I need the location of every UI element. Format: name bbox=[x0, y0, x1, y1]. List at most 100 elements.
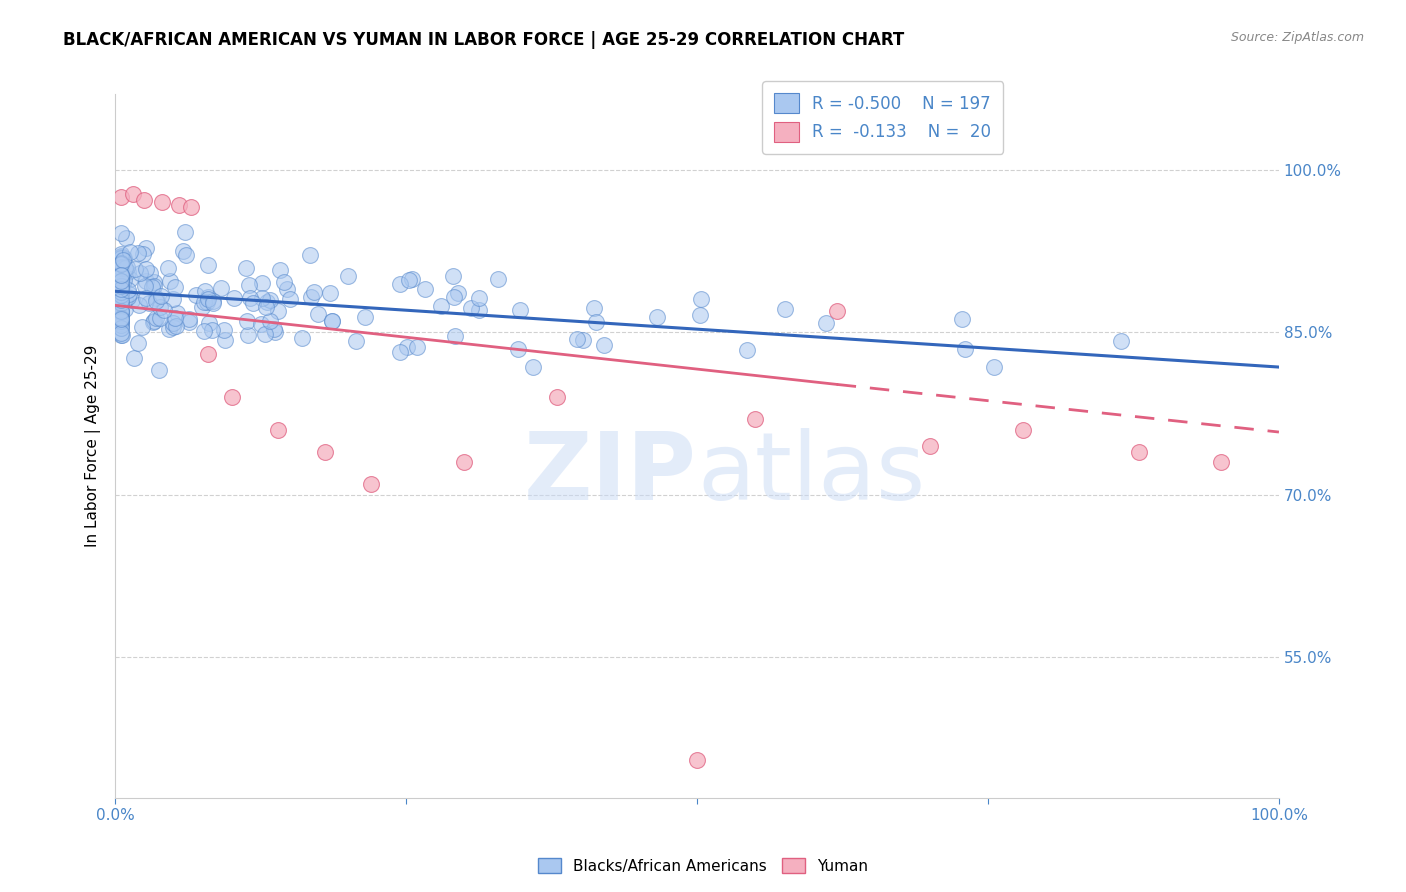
Point bbox=[110, 277, 132, 292]
Point bbox=[110, 308, 132, 322]
Point bbox=[918, 439, 941, 453]
Point bbox=[132, 247, 155, 261]
Point bbox=[110, 288, 132, 302]
Point bbox=[110, 297, 132, 311]
Point bbox=[1109, 334, 1132, 349]
Point bbox=[127, 245, 149, 260]
Point bbox=[197, 293, 219, 307]
Point bbox=[134, 194, 156, 208]
Point bbox=[250, 291, 273, 305]
Point bbox=[509, 302, 531, 317]
Point bbox=[522, 360, 544, 375]
Point bbox=[209, 281, 232, 295]
Point bbox=[321, 314, 343, 328]
Point bbox=[236, 327, 259, 342]
Point bbox=[110, 313, 132, 327]
Point bbox=[145, 310, 167, 325]
Y-axis label: In Labor Force | Age 25-29: In Labor Force | Age 25-29 bbox=[86, 345, 101, 548]
Point bbox=[111, 328, 134, 343]
Point bbox=[689, 308, 711, 322]
Point bbox=[112, 273, 135, 287]
Point bbox=[110, 268, 132, 282]
Point bbox=[131, 319, 153, 334]
Point bbox=[298, 248, 321, 262]
Point bbox=[389, 277, 412, 291]
Point bbox=[174, 225, 197, 239]
Point bbox=[117, 283, 139, 297]
Point bbox=[110, 274, 132, 288]
Point bbox=[162, 292, 184, 306]
Point bbox=[110, 252, 132, 266]
Point bbox=[142, 279, 165, 293]
Point bbox=[184, 287, 207, 301]
Legend: Blacks/African Americans, Yuman: Blacks/African Americans, Yuman bbox=[531, 852, 875, 880]
Point bbox=[110, 260, 132, 274]
Point bbox=[159, 274, 181, 288]
Point bbox=[950, 311, 973, 326]
Point bbox=[256, 295, 278, 310]
Point bbox=[269, 262, 291, 277]
Point bbox=[344, 334, 367, 348]
Point bbox=[110, 316, 132, 330]
Point bbox=[134, 279, 156, 293]
Point bbox=[110, 285, 132, 299]
Point bbox=[453, 455, 475, 469]
Text: ZIP: ZIP bbox=[524, 428, 697, 520]
Point bbox=[735, 343, 758, 358]
Point bbox=[429, 299, 451, 313]
Point bbox=[468, 291, 491, 305]
Point bbox=[162, 316, 184, 330]
Point bbox=[214, 334, 236, 348]
Point bbox=[165, 311, 187, 326]
Point bbox=[267, 423, 290, 437]
Point bbox=[259, 314, 281, 328]
Point bbox=[149, 289, 172, 303]
Point bbox=[565, 332, 588, 346]
Point bbox=[238, 291, 260, 305]
Point bbox=[686, 753, 709, 767]
Point bbox=[212, 323, 235, 337]
Text: Source: ZipAtlas.com: Source: ZipAtlas.com bbox=[1230, 31, 1364, 45]
Point bbox=[955, 342, 977, 356]
Point bbox=[110, 268, 132, 282]
Point bbox=[121, 293, 143, 307]
Point bbox=[254, 300, 277, 314]
Point bbox=[302, 285, 325, 299]
Point bbox=[238, 277, 260, 292]
Point bbox=[486, 271, 509, 285]
Text: BLACK/AFRICAN AMERICAN VS YUMAN IN LABOR FORCE | AGE 25-29 CORRELATION CHART: BLACK/AFRICAN AMERICAN VS YUMAN IN LABOR… bbox=[63, 31, 904, 49]
Point bbox=[149, 311, 172, 326]
Point bbox=[110, 314, 132, 328]
Point bbox=[110, 296, 132, 310]
Point bbox=[110, 257, 132, 271]
Point bbox=[263, 321, 285, 335]
Point bbox=[110, 190, 132, 204]
Point bbox=[319, 286, 342, 301]
Point bbox=[825, 303, 848, 318]
Point bbox=[401, 272, 423, 286]
Point bbox=[276, 283, 298, 297]
Point bbox=[110, 281, 132, 295]
Point bbox=[172, 244, 194, 258]
Point bbox=[112, 277, 135, 291]
Point bbox=[114, 301, 136, 316]
Point bbox=[166, 306, 188, 320]
Point bbox=[110, 318, 132, 332]
Point bbox=[585, 315, 607, 329]
Point bbox=[582, 301, 605, 316]
Point bbox=[273, 275, 295, 289]
Point bbox=[114, 293, 136, 308]
Point bbox=[121, 186, 143, 201]
Point bbox=[110, 303, 132, 318]
Point bbox=[110, 272, 132, 286]
Point bbox=[157, 321, 180, 335]
Point bbox=[645, 310, 668, 324]
Point bbox=[395, 340, 418, 354]
Point bbox=[278, 292, 301, 306]
Point bbox=[139, 266, 162, 280]
Point bbox=[336, 268, 359, 283]
Point bbox=[177, 312, 200, 326]
Point bbox=[135, 241, 157, 255]
Point bbox=[180, 200, 202, 214]
Point bbox=[221, 391, 243, 405]
